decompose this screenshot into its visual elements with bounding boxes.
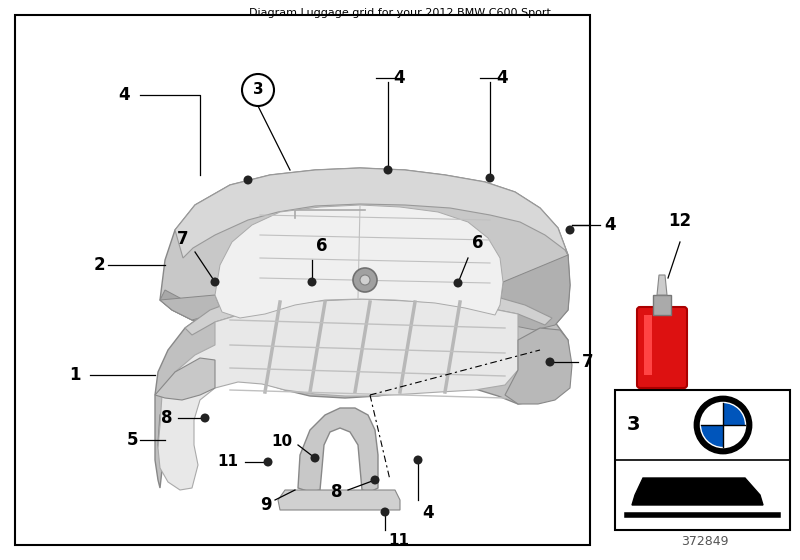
Text: 10: 10 [271, 435, 292, 450]
Text: 4: 4 [496, 69, 508, 87]
Wedge shape [701, 403, 723, 425]
Circle shape [263, 458, 273, 466]
Text: 4: 4 [604, 216, 616, 234]
Polygon shape [158, 299, 518, 490]
Text: 7: 7 [176, 230, 188, 248]
Text: 2: 2 [94, 256, 105, 274]
Polygon shape [505, 328, 572, 404]
FancyBboxPatch shape [637, 307, 687, 388]
Circle shape [310, 454, 319, 463]
Text: 8: 8 [161, 409, 172, 427]
Polygon shape [160, 168, 570, 330]
Text: 1: 1 [70, 366, 81, 384]
Text: 11: 11 [217, 455, 238, 469]
Text: 4: 4 [118, 86, 130, 104]
Polygon shape [215, 205, 503, 318]
Text: 4: 4 [422, 504, 434, 522]
Circle shape [242, 74, 274, 106]
Text: 8: 8 [330, 483, 342, 501]
Polygon shape [160, 290, 192, 320]
Polygon shape [155, 283, 570, 488]
Circle shape [360, 275, 370, 285]
Text: 7: 7 [582, 353, 594, 371]
Text: 3: 3 [253, 82, 263, 97]
Circle shape [566, 226, 574, 235]
Text: 12: 12 [669, 212, 691, 230]
Bar [15, 15, 590, 545]
Polygon shape [185, 283, 552, 335]
Polygon shape [298, 408, 378, 492]
Circle shape [454, 278, 462, 287]
Circle shape [381, 507, 390, 516]
Polygon shape [155, 358, 215, 400]
Text: 3: 3 [626, 416, 640, 435]
Wedge shape [701, 425, 723, 447]
Polygon shape [632, 478, 763, 505]
Circle shape [695, 397, 751, 453]
Circle shape [210, 278, 219, 287]
Text: Diagram Luggage grid for your 2012 BMW C600 Sport: Diagram Luggage grid for your 2012 BMW C… [249, 8, 551, 18]
Polygon shape [175, 168, 568, 258]
Text: 372849: 372849 [682, 535, 729, 548]
Text: 5: 5 [126, 431, 138, 449]
Polygon shape [278, 490, 400, 510]
Text: 4: 4 [393, 69, 405, 87]
Circle shape [201, 413, 210, 422]
Bar [644, 315, 652, 375]
Circle shape [243, 175, 253, 184]
Bar [653, 295, 671, 315]
Text: 11: 11 [388, 533, 409, 548]
Circle shape [546, 357, 554, 366]
Text: 9: 9 [260, 496, 272, 514]
Circle shape [414, 455, 422, 464]
Circle shape [383, 166, 393, 175]
Circle shape [307, 278, 317, 287]
Circle shape [370, 475, 379, 484]
Polygon shape [500, 255, 570, 330]
Text: 6: 6 [316, 237, 327, 255]
Polygon shape [160, 295, 222, 320]
Text: 6: 6 [472, 234, 483, 252]
Bar [615, 390, 790, 530]
Polygon shape [657, 275, 667, 295]
Circle shape [353, 268, 377, 292]
Circle shape [700, 402, 746, 448]
Wedge shape [723, 403, 745, 425]
Circle shape [486, 174, 494, 183]
Wedge shape [723, 425, 745, 447]
